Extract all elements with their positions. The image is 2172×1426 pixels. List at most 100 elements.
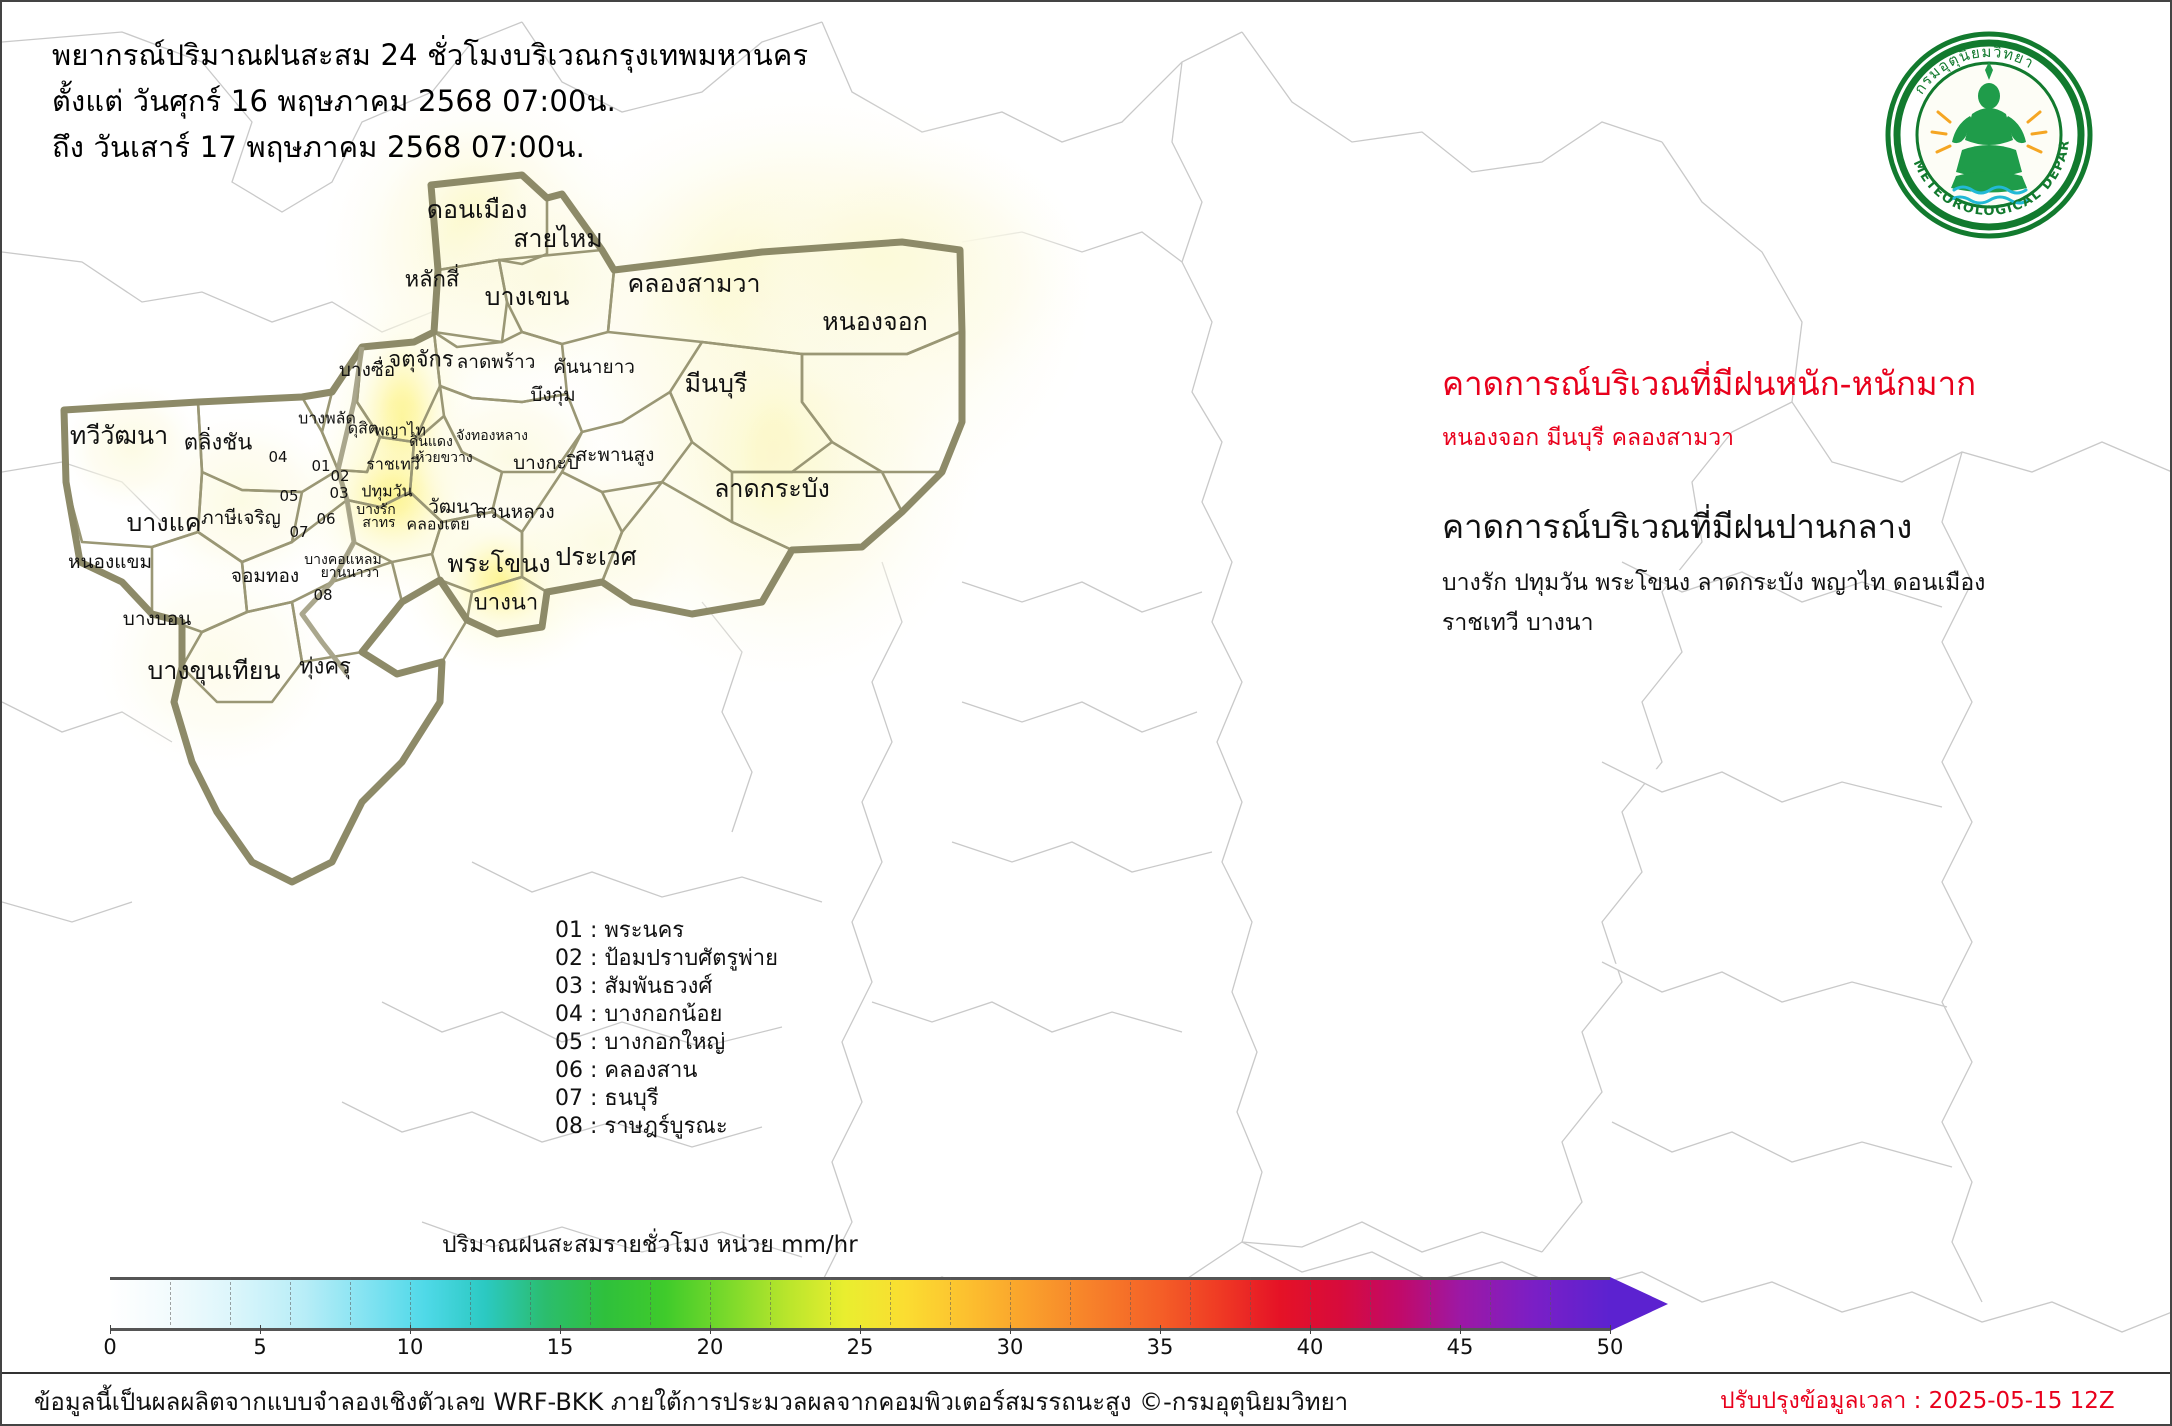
map-label-district: สายไหม — [513, 224, 603, 253]
map-label-district: ปทุมวัน — [361, 481, 413, 501]
colorbar-divider — [650, 1277, 651, 1325]
footer-update-time: ปรับปรุงข้อมูลเวลา : 2025-05-15 12Z — [1720, 1388, 2115, 1414]
colorbar-tick-label: 35 — [1146, 1335, 1174, 1359]
map-label-district: คันนายาว — [553, 356, 635, 378]
colorbar-tick — [1310, 1325, 1311, 1334]
code-legend-item: 05 : บางกอกใหญ่ — [555, 1029, 726, 1055]
colorbar-tick-label: 0 — [103, 1335, 117, 1359]
map-label-district: ทุ่งครุ — [299, 654, 351, 680]
code-legend-item: 04 : บางกอกน้อย — [555, 1001, 723, 1027]
map-code-01: 01 — [311, 457, 331, 475]
map-label-district: ประเวศ — [555, 542, 637, 571]
code-legend-item: 03 : สัมพันธวงศ์ — [555, 973, 713, 999]
colorbar-title: ปริมาณฝนสะสมรายชั่วโมง หน่วย mm/hr — [442, 1232, 858, 1258]
colorbar-divider — [1550, 1277, 1551, 1325]
map-label-district: บางซื่อ — [338, 359, 396, 381]
colorbar-tick — [1610, 1325, 1611, 1334]
map-label-district: ตลิ่งชัน — [183, 430, 253, 456]
colorbar-tick-label: 25 — [846, 1335, 874, 1359]
colorbar-tick — [1010, 1325, 1011, 1334]
colorbar-divider — [1070, 1277, 1071, 1325]
map-label-district: บางรัก — [356, 502, 396, 518]
moderate-rain-districts-line2: ราชเทวี บางนา — [1442, 610, 1594, 636]
footer: ข้อมูลนี้เป็นผลผลิตจากแบบจำลองเชิงตัวเลข… — [2, 1372, 2170, 1424]
code-legend-item: 08 : ราษฎร์บูรณะ — [555, 1113, 728, 1139]
map-label-district: ดุสิต — [347, 418, 379, 438]
map-label-district: ลาดกระบัง — [714, 474, 830, 503]
map-label-district: ทวีวัฒนา — [69, 421, 169, 450]
colorbar-tick-label: 50 — [1596, 1335, 1624, 1359]
map-label-district: ดินแดง — [409, 434, 453, 450]
page-title: พยากรณ์ปริมาณฝนสะสม 24 ชั่วโมงบริเวณกรุง… — [52, 38, 809, 72]
map-code-06: 06 — [316, 510, 336, 528]
map-label-district: หลักสี่ — [404, 267, 460, 293]
colorbar-divider — [590, 1277, 591, 1325]
map-label-district: จังทองหลาง — [455, 428, 529, 444]
map-code-04: 04 — [268, 448, 288, 466]
moderate-rain-districts-line1: บางรัก ปทุมวัน พระโขนง ลาดกระบัง พญาไท ด… — [1442, 570, 1986, 596]
map-label-district: จตุจักร — [388, 347, 454, 373]
colorbar-tick-label: 40 — [1296, 1335, 1324, 1359]
bangkok-outer-boundary — [60, 171, 966, 886]
code-legend-item: 02 : ป้อมปราบศัตรูพ่าย — [555, 945, 778, 971]
map-label-district: บางขุนเทียน — [147, 656, 281, 685]
colorbar-under-arrow — [52, 1277, 110, 1331]
colorbar-divider — [830, 1277, 831, 1325]
map-label-district: บางบอน — [122, 608, 192, 630]
map-label-district: พระโขนง — [447, 549, 551, 578]
colorbar-tick — [1160, 1325, 1161, 1334]
colorbar-divider — [1130, 1277, 1131, 1325]
colorbar-divider — [950, 1277, 951, 1325]
map-code-08: 08 — [313, 586, 333, 604]
colorbar-tick — [710, 1325, 711, 1334]
river-chaophraya — [299, 346, 365, 676]
map-label-district: บางกะปิ — [513, 452, 579, 474]
map-label-district: สาทร — [362, 515, 396, 531]
map-label-district: หนองแขม — [68, 551, 152, 573]
code-legend-item: 07 : ธนบุรี — [555, 1085, 659, 1111]
map-label-district: ลาดพร้าว — [456, 351, 536, 373]
colorbar-divider — [350, 1277, 351, 1325]
district-code-legend: 01 : พระนคร 02 : ป้อมปราบศัตรูพ่าย 03 : สั… — [555, 917, 778, 1141]
colorbar-divider — [470, 1277, 471, 1325]
colorbar-tick-label: 45 — [1446, 1335, 1474, 1359]
colorbar-divider — [230, 1277, 231, 1325]
colorbar-divider — [1430, 1277, 1431, 1325]
colorbar-divider — [170, 1277, 171, 1325]
map-code-07: 07 — [289, 523, 309, 541]
colorbar-tick — [110, 1325, 111, 1334]
map-label-district: บางคอแหลม — [304, 552, 382, 568]
map-code-05: 05 — [279, 487, 299, 505]
map-label-district: บางพลัด — [298, 408, 356, 428]
colorbar-divider — [710, 1277, 711, 1325]
map-label-district: มีนบุรี — [684, 369, 748, 398]
forecast-end-time: ถึง วันเสาร์ 17 พฤษภาคม 2568 07:00น. — [52, 130, 586, 164]
colorbar-divider — [410, 1277, 411, 1325]
map-label-district: สะพานสูง — [575, 444, 655, 466]
colorbar-divider — [890, 1277, 891, 1325]
colorbar-tick-label: 10 — [396, 1335, 424, 1359]
colorbar-divider — [770, 1277, 771, 1325]
map-label-district: พญาไท — [374, 420, 426, 440]
colorbar-over-arrow — [1610, 1277, 1668, 1331]
colorbar-gradient — [110, 1277, 1610, 1331]
map-label-district: คลองเตย — [406, 514, 470, 534]
map-label-district: ห้วยขวาง — [415, 450, 473, 466]
map-label-district: ยานนาวา — [320, 565, 380, 581]
colorbar-tick-label: 30 — [996, 1335, 1024, 1359]
forecast-start-time: ตั้งแต่ วันศุกร์ 16 พฤษภาคม 2568 07:00น. — [52, 84, 617, 118]
colorbar-tick — [1460, 1325, 1461, 1334]
colorbar-divider — [1250, 1277, 1251, 1325]
moderate-rain-title: คาดการณ์บริเวณที่มีฝนปานกลาง — [1442, 507, 1913, 546]
map-label-district: สวนหลวง — [475, 501, 555, 523]
colorbar-tick — [410, 1325, 411, 1334]
colorbar-tick-label: 20 — [696, 1335, 724, 1359]
colorbar-divider — [1490, 1277, 1491, 1325]
heavy-rain-districts: หนองจอก มีนบุรี คลองสามวา — [1442, 425, 1735, 451]
colorbar-divider — [1370, 1277, 1371, 1325]
map-label-district: จอมทอง — [230, 565, 300, 587]
colorbar-divider — [530, 1277, 531, 1325]
map-label-district: วัฒนา — [428, 496, 480, 518]
map-label-district: บางเขน — [484, 282, 570, 311]
